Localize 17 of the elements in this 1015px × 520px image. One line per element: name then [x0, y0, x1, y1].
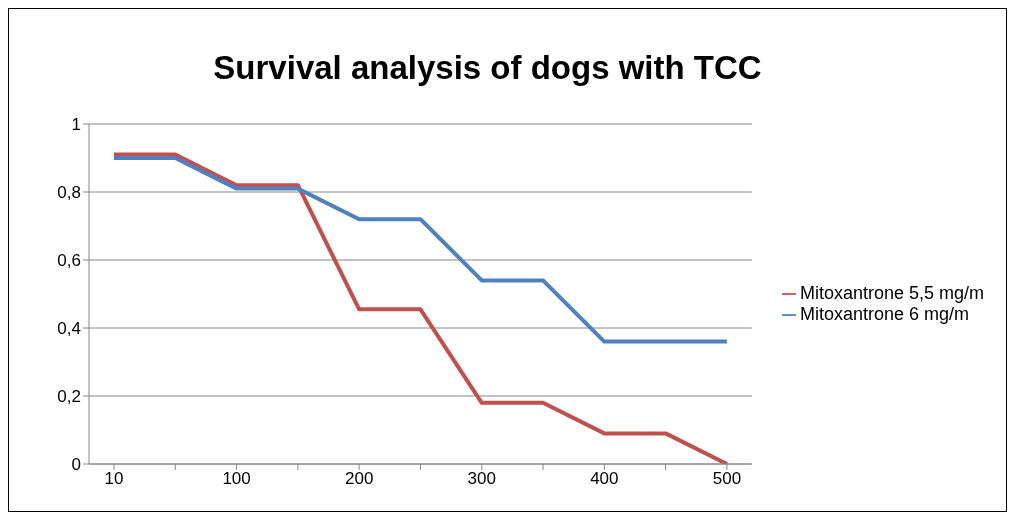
- chart-title: Survival analysis of dogs with TCC: [212, 49, 763, 88]
- x-tick-label: 500: [712, 469, 742, 489]
- y-tick-label: 0: [71, 455, 81, 475]
- x-tick-label: 400: [590, 469, 619, 489]
- x-tick-label: 100: [222, 469, 251, 489]
- y-tick-label: 0,2: [57, 387, 81, 407]
- line-series: [112, 156, 729, 344]
- y-tick-label: 0,8: [57, 183, 81, 203]
- y-tick-label: 0,4: [57, 319, 81, 339]
- x-tick-label: 10: [104, 469, 124, 489]
- line-series: [112, 152, 729, 464]
- legend-label: Mitoxantrone 5,5 mg/m: [799, 283, 984, 303]
- y-tick-label: 1: [71, 115, 81, 135]
- y-tick-label: 0,6: [57, 251, 81, 271]
- x-tick-label: 200: [344, 469, 374, 489]
- x-tick-label: 300: [467, 469, 496, 489]
- legend-label: Mitoxantrone 6 mg/m: [799, 304, 969, 324]
